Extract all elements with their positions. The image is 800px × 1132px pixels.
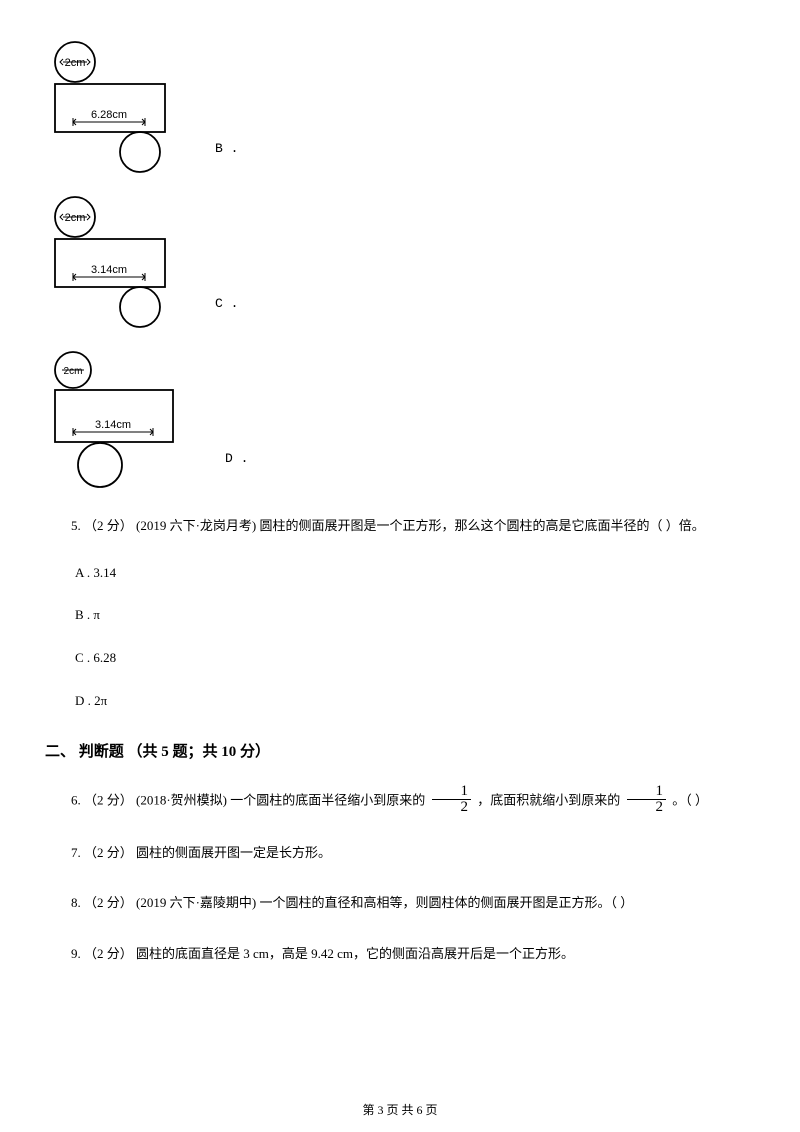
question-7: 7. （2 分） 圆柱的侧面展开图一定是长方形。: [45, 839, 755, 868]
question-5-text: 5. （2 分） (2019 六下·龙岗月考) 圆柱的侧面展开图是一个正方形，那…: [45, 518, 705, 533]
q5-option-c: C . 6.28: [75, 648, 755, 669]
option-d-letter: D .: [195, 449, 248, 490]
option-b-block: 2cm 6.28cm B .: [45, 40, 755, 175]
q5-option-d: D . 2π: [75, 691, 755, 712]
option-b-letter: B .: [185, 139, 238, 175]
diagram-b: 2cm 6.28cm: [45, 40, 175, 175]
option-d-block: 2cm 3.14cm D .: [45, 350, 755, 490]
q5-option-b: B . π: [75, 605, 755, 626]
diagram-b-top-label: 2cm: [65, 57, 86, 69]
question-8: 8. （2 分） (2019 六下·嘉陵期中) 一个圆柱的直径和高相等，则圆柱体…: [45, 889, 755, 918]
option-c-letter: C .: [185, 294, 238, 330]
question-9: 9. （2 分） 圆柱的底面直径是 3 cm，高是 9.42 cm，它的侧面沿高…: [45, 940, 755, 969]
q6-frac2: 12: [627, 784, 667, 815]
diagram-b-rect-label: 6.28cm: [91, 109, 127, 121]
page-footer: 第 3 页 共 6 页: [0, 1101, 800, 1120]
q6-pre: 6. （2 分） (2018·贺州模拟) 一个圆柱的底面半径缩小到原来的: [71, 792, 429, 807]
q5-option-a: A . 3.14: [75, 563, 755, 584]
q6-frac1: 12: [432, 784, 472, 815]
diagram-d-rect-label: 3.14cm: [95, 419, 131, 431]
q6-mid: ，底面积就缩小到原来的: [477, 792, 623, 807]
diagram-c-top-label: 2cm: [65, 212, 86, 224]
question-6: 6. （2 分） (2018·贺州模拟) 一个圆柱的底面半径缩小到原来的 12 …: [45, 786, 755, 817]
question-5: 5. （2 分） (2019 六下·龙岗月考) 圆柱的侧面展开图是一个正方形，那…: [45, 512, 755, 541]
q6-post: 。（ ）: [672, 792, 708, 807]
section-2-title: 二、 判断题 （共 5 题；共 10 分）: [45, 740, 755, 764]
diagram-d-top-label: 2cm: [64, 366, 83, 377]
diagram-c-rect-label: 3.14cm: [91, 264, 127, 276]
diagram-c: 2cm 3.14cm: [45, 195, 175, 330]
diagram-d: 2cm 3.14cm: [45, 350, 185, 490]
option-c-block: 2cm 3.14cm C .: [45, 195, 755, 330]
